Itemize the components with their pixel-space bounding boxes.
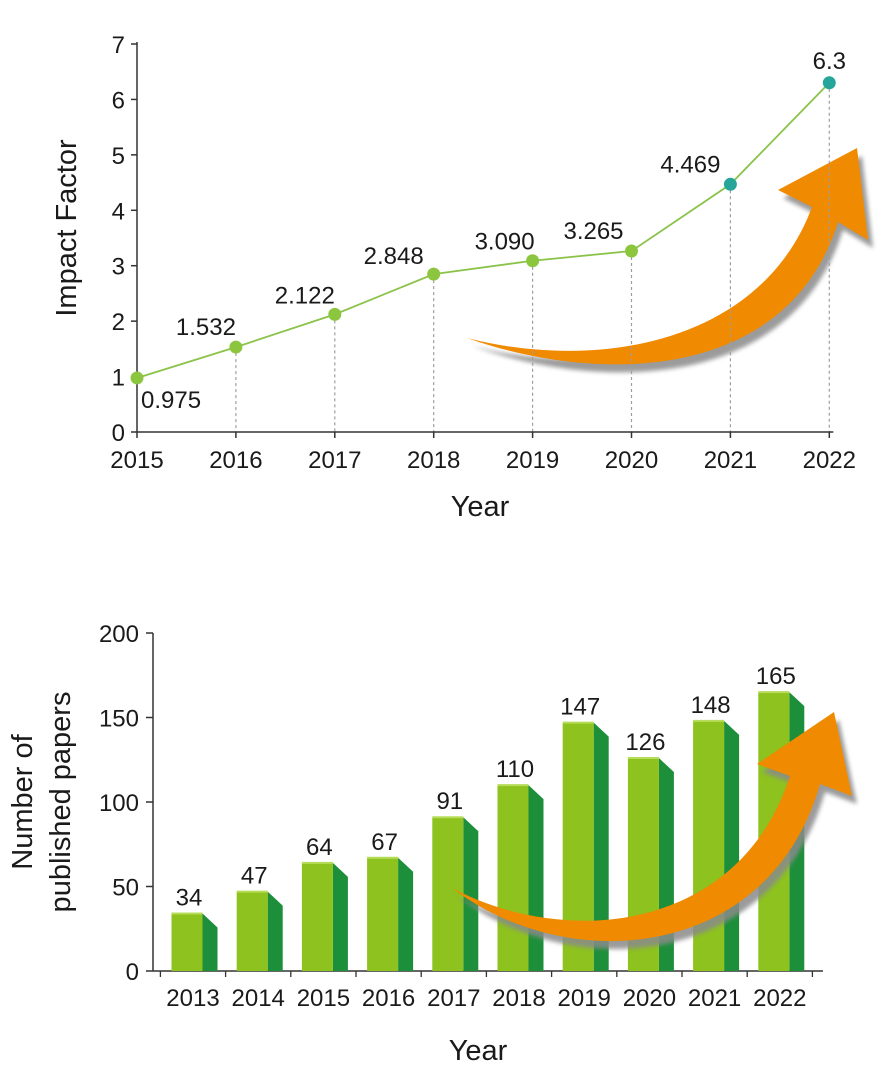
- x-tick-label: 2015: [297, 985, 350, 1012]
- bar: [367, 857, 399, 971]
- y-tick-label: 200: [99, 621, 139, 648]
- x-tick-label: 2017: [308, 447, 361, 474]
- x-tick-label: 2021: [688, 985, 741, 1012]
- x-tick-label: 2020: [623, 985, 676, 1012]
- y-tick-label: 4: [112, 198, 125, 225]
- data-point: [723, 177, 737, 191]
- data-points: [130, 76, 836, 385]
- x-axis-title: Year: [451, 491, 510, 523]
- data-label: 1.532: [176, 314, 236, 341]
- data-point: [229, 340, 243, 354]
- data-point: [625, 244, 638, 258]
- x-tick-label: 2015: [110, 447, 163, 474]
- arrow-shadow: [472, 156, 873, 373]
- bar: [497, 785, 529, 971]
- bar-label: 91: [436, 788, 463, 815]
- data-label: 3.090: [475, 229, 535, 256]
- data-label: 0.975: [141, 387, 201, 414]
- x-tick-label: 2021: [704, 447, 757, 474]
- bar-label: 147: [560, 694, 600, 721]
- bar: [432, 817, 464, 971]
- published-papers-chart: 0 50 100 150 200 34 47 64 67 91 110 147 126 148 165 2…: [7, 621, 857, 1067]
- arrow-shadow: [457, 720, 857, 950]
- x-tick-label: 2017: [427, 985, 480, 1012]
- x-axis-title: Year: [449, 1035, 508, 1067]
- y-tick-label: 6: [112, 87, 125, 114]
- data-point: [526, 254, 540, 268]
- bar: [301, 862, 333, 971]
- bar: [236, 891, 268, 971]
- bar-label: 67: [371, 829, 398, 856]
- y-axis-title-line-1: Number of: [7, 733, 39, 869]
- bar-side: [398, 857, 414, 971]
- impact-factor-line: [136, 82, 830, 379]
- y-axis-title-line-2: published papers: [45, 692, 77, 913]
- x-axis-ticks: 2015 2016 2017 2018 2019 2020 2021 2022: [110, 432, 856, 474]
- x-tick-label: 2019: [558, 985, 611, 1012]
- trend-arrow-icon: [467, 148, 873, 373]
- y-axis-ticks: 0 1 2 3 4 5 6 7: [112, 32, 137, 447]
- x-tick-label: 2018: [492, 985, 545, 1012]
- bar-side: [724, 720, 740, 971]
- data-point: [130, 371, 144, 385]
- data-labels: 0.975 1.532 2.122 2.848 3.090 3.265 4.469 6.3: [141, 48, 846, 414]
- x-tick-label: 2020: [605, 447, 658, 474]
- bar-labels: 34 47 64 67 91 110 147 126 148 165: [176, 663, 796, 911]
- x-tick-label: 2014: [232, 985, 285, 1012]
- bar-label: 34: [176, 885, 203, 912]
- x-tick-label: 2022: [803, 447, 856, 474]
- x-tick-label: 2019: [506, 447, 559, 474]
- y-tick-label: 0: [126, 959, 139, 986]
- data-label: 2.848: [364, 243, 424, 270]
- bar-side: [202, 913, 218, 971]
- drop-lines: [235, 82, 830, 432]
- y-tick-label: 1: [112, 365, 125, 392]
- data-label: 4.469: [660, 151, 720, 178]
- y-tick-label: 2: [112, 309, 125, 336]
- bar-label: 126: [625, 729, 665, 756]
- bar-label: 165: [756, 663, 796, 690]
- y-tick-label: 7: [112, 32, 125, 59]
- x-tick-label: 2016: [209, 447, 262, 474]
- data-label: 3.265: [563, 218, 623, 245]
- y-axis-ticks: 0 50 100 150 200: [99, 621, 153, 986]
- x-axis-ticks: 2013 2014 2015 2016 2017 2018 2019 2020 2021 2022: [159, 971, 814, 1012]
- data-label: 2.122: [275, 282, 335, 309]
- data-label: 6.3: [813, 48, 846, 75]
- bar: [171, 913, 203, 971]
- bar-side: [267, 891, 283, 971]
- data-point: [328, 307, 342, 321]
- bar-label: 47: [241, 863, 268, 890]
- trend-arrow-icon: [452, 712, 857, 950]
- arrow-body: [452, 712, 852, 942]
- impact-factor-chart: 0 1 2 3 4 5 6 7 2015 2016 2017 2018 2019 2020 2021 202…: [51, 32, 873, 523]
- bar-label: 110: [496, 756, 534, 783]
- x-tick-label: 2018: [407, 447, 460, 474]
- y-tick-label: 3: [112, 254, 125, 281]
- x-tick-label: 2013: [166, 985, 219, 1012]
- data-point: [822, 76, 836, 90]
- x-tick-label: 2016: [362, 985, 415, 1012]
- arrow-body: [467, 148, 868, 365]
- y-tick-label: 50: [112, 875, 139, 902]
- bar-side: [528, 785, 544, 971]
- bar-side: [463, 817, 479, 971]
- data-point: [427, 267, 441, 281]
- y-tick-label: 0: [112, 420, 125, 447]
- y-tick-label: 100: [99, 790, 139, 817]
- y-tick-label: 5: [112, 143, 125, 170]
- bar-side: [332, 862, 348, 971]
- bar-label: 148: [691, 692, 731, 719]
- x-tick-label: 2022: [753, 985, 806, 1012]
- bar-label: 64: [306, 834, 333, 861]
- y-tick-label: 150: [99, 706, 139, 733]
- bar-side: [593, 722, 609, 971]
- y-axis-title: Impact Factor: [51, 139, 83, 317]
